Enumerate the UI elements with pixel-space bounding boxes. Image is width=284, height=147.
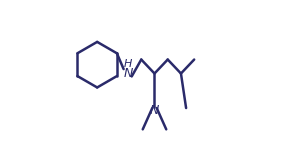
Text: N: N xyxy=(123,67,133,80)
Text: N: N xyxy=(150,105,159,117)
Text: H: H xyxy=(124,59,132,69)
